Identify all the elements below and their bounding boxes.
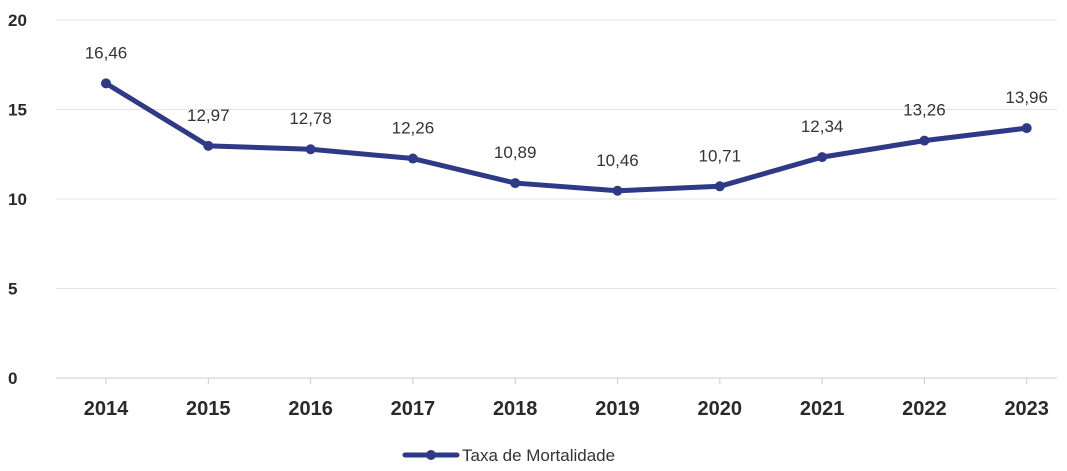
x-tick-label: 2015: [186, 398, 231, 420]
y-tick-label: 0: [8, 369, 17, 388]
data-label: 10,89: [494, 143, 537, 162]
x-axis-ticks: 2014 2015 2016 2017 2018 2019 2020 2021 2022 2023: [84, 378, 1049, 420]
legend: Taxa de Mortalidade: [405, 446, 615, 465]
data-point: [306, 144, 316, 154]
data-point: [817, 152, 827, 162]
data-label: 12,97: [187, 106, 230, 125]
data-label: 13,26: [903, 101, 946, 120]
x-tick-label: 2017: [391, 398, 436, 420]
x-tick-label: 2019: [595, 398, 640, 420]
x-tick-label: 2022: [902, 398, 947, 420]
data-label: 16,46: [85, 43, 128, 62]
x-tick-label: 2021: [800, 398, 845, 420]
gridlines: [56, 20, 1057, 378]
y-tick-label: 10: [8, 190, 27, 209]
data-point: [715, 181, 725, 191]
y-tick-label: 20: [8, 11, 27, 30]
data-point: [203, 141, 213, 151]
data-labels: 16,46 12,97 12,78 12,26 10,89 10,46 10,71 12,34…: [85, 43, 1048, 169]
data-label: 13,96: [1005, 88, 1048, 107]
data-label: 10,71: [699, 146, 742, 165]
data-point: [1022, 123, 1032, 133]
y-tick-label: 15: [8, 101, 27, 120]
x-tick-label: 2020: [698, 398, 743, 420]
data-point: [408, 154, 418, 164]
data-point: [510, 178, 520, 188]
data-label: 12,78: [289, 109, 332, 128]
x-tick-label: 2014: [84, 398, 129, 420]
x-tick-label: 2023: [1004, 398, 1049, 420]
legend-marker: [426, 450, 436, 460]
data-point: [101, 78, 111, 88]
y-axis-ticks: 0 5 10 15 20: [8, 11, 27, 388]
x-tick-label: 2016: [288, 398, 333, 420]
x-tick-label: 2018: [493, 398, 538, 420]
data-point: [613, 186, 623, 196]
data-label: 12,26: [392, 119, 435, 138]
data-label: 10,46: [596, 151, 639, 170]
y-tick-label: 5: [8, 280, 17, 299]
data-point: [919, 136, 929, 146]
data-label: 12,34: [801, 117, 844, 136]
series-line: [106, 83, 1027, 190]
series-taxa-de-mortalidade: [101, 78, 1032, 195]
legend-label: Taxa de Mortalidade: [462, 446, 615, 465]
